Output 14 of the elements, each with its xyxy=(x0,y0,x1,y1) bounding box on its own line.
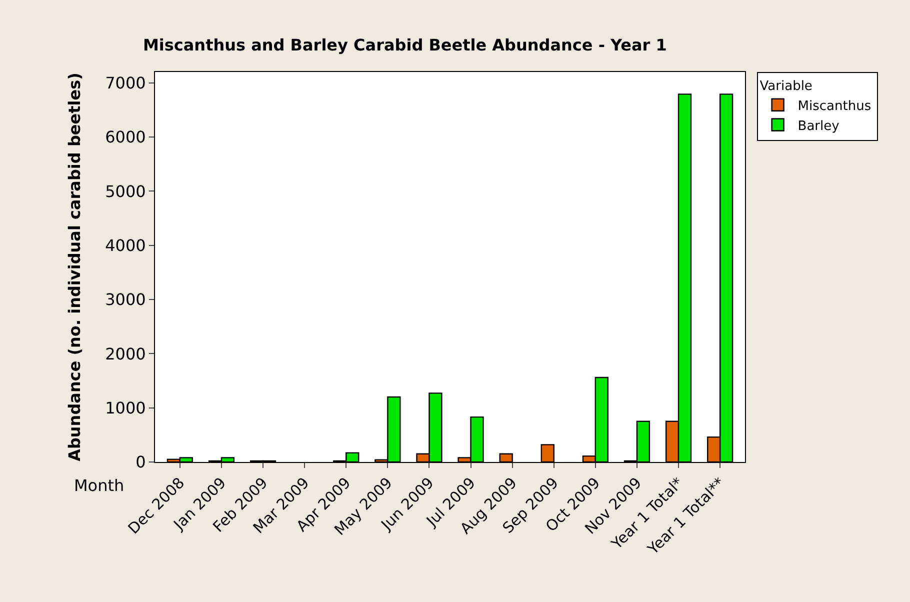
y-tick-label: 6000 xyxy=(105,128,146,147)
y-tick-label: 5000 xyxy=(105,182,146,201)
y-tick-label: 7000 xyxy=(105,73,146,92)
y-tick-label: 3000 xyxy=(105,290,146,310)
y-tick-label: 4000 xyxy=(105,236,146,255)
y-axis-title: Abundance (no. individual carabid beetles) xyxy=(64,72,84,462)
legend-label: Barley xyxy=(798,118,840,134)
x-axis-title: Month xyxy=(74,476,124,495)
legend-label: Miscanthus xyxy=(798,98,872,114)
y-tick-label: 0 xyxy=(136,452,146,472)
chart-title: Miscanthus and Barley Carabid Beetle Abundance - Year 1 xyxy=(142,35,667,54)
y-tick-label: 2000 xyxy=(105,344,146,364)
y-tick-label: 1000 xyxy=(105,398,146,418)
legend-title: Variable xyxy=(760,78,812,94)
